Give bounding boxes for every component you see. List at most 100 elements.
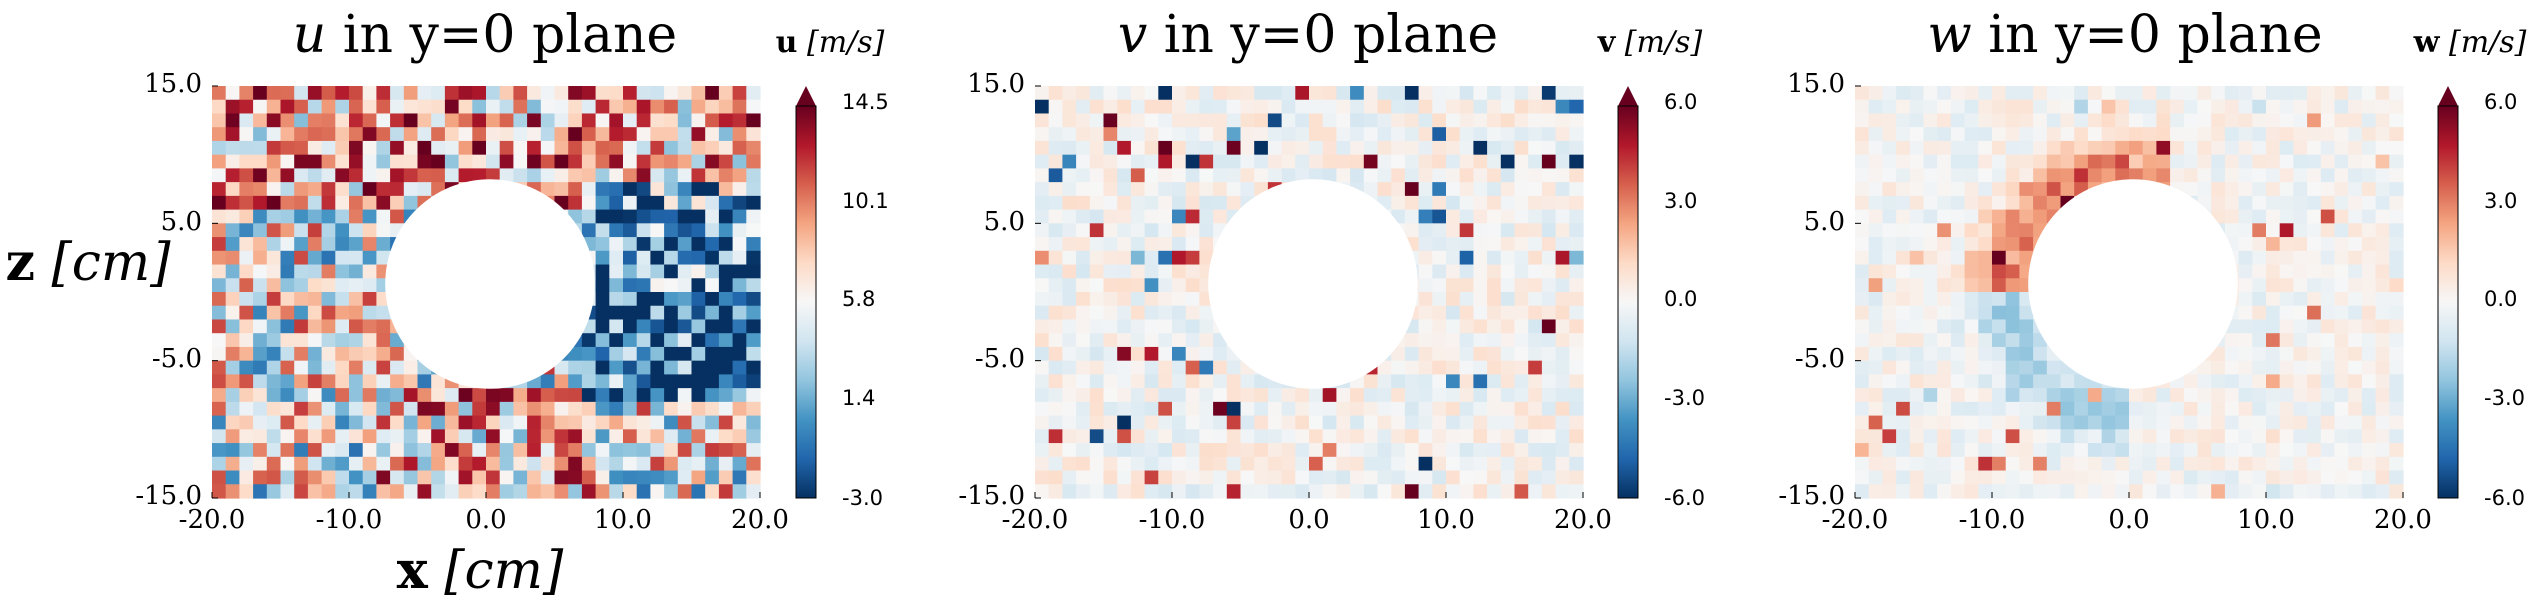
heatmap-cell <box>1909 195 1925 211</box>
heatmap-cell <box>431 401 446 417</box>
heatmap-cell <box>2060 415 2075 430</box>
heatmap-cell <box>2224 401 2240 417</box>
heatmap-cell <box>1909 250 1925 266</box>
heatmap-cell <box>1923 182 1938 197</box>
heatmap-cell <box>581 456 597 472</box>
heatmap-cell <box>2142 168 2157 183</box>
heatmap-cell <box>2170 415 2185 430</box>
heatmap-cell <box>280 99 295 115</box>
heatmap-cell <box>2033 113 2048 128</box>
heatmap-cell <box>650 99 665 115</box>
heatmap-cell <box>581 209 597 224</box>
heatmap-cell <box>1541 264 1557 279</box>
heatmap-cell <box>1103 209 1118 224</box>
heatmap-cell <box>705 319 720 334</box>
heatmap-cell <box>1978 388 1993 403</box>
heatmap-cell <box>1048 360 1063 375</box>
heatmap-cell <box>1978 333 1993 348</box>
heatmap-cell <box>280 209 295 224</box>
heatmap-cell <box>650 264 665 279</box>
heatmap-cell <box>2170 140 2185 156</box>
heatmap-cell <box>1882 195 1897 211</box>
heatmap-cell <box>595 237 610 252</box>
heatmap-cell <box>2005 86 2020 101</box>
heatmap-cell <box>595 278 610 293</box>
heatmap-cell <box>732 86 747 101</box>
heatmap-cell <box>705 168 720 183</box>
heatmap-cell <box>1172 209 1187 224</box>
heatmap-cell <box>1541 415 1557 430</box>
heatmap-cell <box>1144 470 1159 485</box>
heatmap-cell <box>691 415 706 430</box>
heatmap-cell <box>2033 209 2048 224</box>
heatmap-cell <box>1035 209 1050 224</box>
heatmap-cell <box>225 292 240 307</box>
heatmap-cell <box>1541 292 1557 307</box>
heatmap-cell <box>623 113 638 128</box>
heatmap-cell <box>1992 470 2007 485</box>
heatmap-cell <box>2307 456 2322 472</box>
heatmap-cell <box>1500 319 1516 334</box>
heatmap-cell <box>239 415 254 430</box>
heatmap-cell <box>1514 415 1529 430</box>
heatmap-cell <box>1418 415 1433 430</box>
heatmap-cell <box>732 333 747 348</box>
heatmap-cell <box>1964 346 1979 362</box>
heatmap-cell <box>212 388 227 403</box>
heatmap-cell <box>1377 99 1392 115</box>
heatmap-cell <box>581 429 597 444</box>
heatmap-cell <box>677 292 693 307</box>
heatmap-cell <box>1199 250 1214 266</box>
heatmap-cell <box>718 127 734 142</box>
heatmap-cell <box>1992 168 2007 183</box>
heatmap-cell <box>691 333 706 348</box>
ytick-label-u-3: -5.0 <box>152 344 202 374</box>
heatmap-cell <box>2293 264 2308 279</box>
heatmap-cell <box>266 319 282 334</box>
heatmap-cell <box>705 292 720 307</box>
heatmap-cell <box>2389 484 2404 499</box>
heatmap-cell <box>1569 223 1584 238</box>
heatmap-cell <box>1144 113 1159 128</box>
xtick-label-w-4: 10.0 <box>2237 505 2295 535</box>
heatmap-cell <box>2033 195 2048 211</box>
heatmap-cell <box>1322 429 1337 444</box>
heatmap-cell <box>1528 456 1543 472</box>
heatmap-cell <box>2334 195 2349 211</box>
heatmap-cell <box>2197 401 2212 417</box>
heatmap-cell <box>1295 127 1310 142</box>
heatmap-cell <box>417 470 432 485</box>
heatmap-cell <box>2156 140 2171 156</box>
heatmap-cell <box>1473 470 1488 485</box>
heatmap-cell <box>1089 443 1105 458</box>
heatmap-cell <box>1964 127 1979 142</box>
heatmap-cell <box>2046 443 2062 458</box>
heatmap-cell <box>2005 127 2020 142</box>
heatmap-cell <box>1541 127 1557 142</box>
heatmap-cell <box>1350 484 1365 499</box>
heatmap-cell <box>1459 346 1474 362</box>
heatmap-u <box>212 86 761 499</box>
heatmap-cell <box>2183 443 2199 458</box>
heatmap-cell <box>2074 415 2089 430</box>
heatmap-cell <box>1035 401 1050 417</box>
heatmap-cell <box>417 443 432 458</box>
heatmap-cell <box>1992 484 2007 499</box>
heatmap-cell <box>732 374 747 389</box>
heatmap-cell <box>253 237 268 252</box>
heatmap-cell <box>664 429 679 444</box>
heatmap-cell <box>1076 86 1091 101</box>
heatmap-cell <box>1281 113 1296 128</box>
heatmap-cell <box>1076 182 1091 197</box>
heatmap-cell <box>1391 346 1406 362</box>
heatmap-cell <box>266 484 282 499</box>
heatmap-cell <box>746 470 761 485</box>
heatmap-cell <box>376 333 391 348</box>
heatmap-cell <box>1528 264 1543 279</box>
heatmap-cell <box>2019 415 2034 430</box>
heatmap-cell <box>2375 333 2390 348</box>
heatmap-cell <box>1555 237 1570 252</box>
heatmap-cell <box>1555 333 1570 348</box>
heatmap-cell <box>2087 86 2103 101</box>
heatmap-cell <box>266 86 282 101</box>
